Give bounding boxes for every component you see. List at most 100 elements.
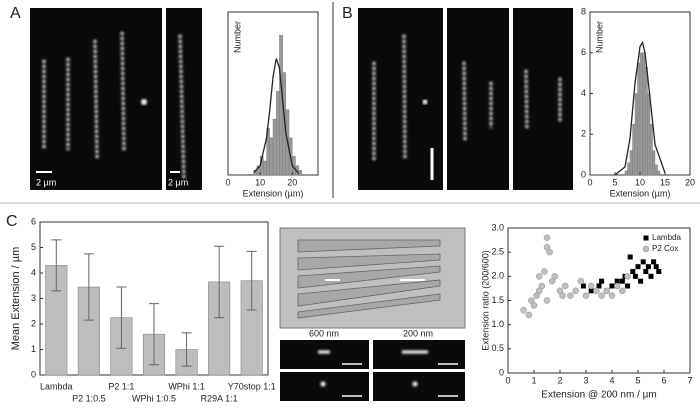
point bbox=[640, 259, 646, 265]
point bbox=[588, 288, 594, 294]
y-tick-label: 8 bbox=[581, 6, 586, 16]
histogram-bar bbox=[298, 170, 303, 176]
histogram-bar bbox=[263, 160, 267, 176]
histogram-bar bbox=[654, 164, 658, 176]
x-tick-label: P2 1:1 bbox=[108, 381, 134, 391]
point bbox=[635, 264, 641, 270]
device-diagram: 600 nm 200 nm bbox=[279, 227, 466, 401]
x-tick-label: WPhi 1:0.5 bbox=[132, 393, 176, 403]
y-tick-label: 1.0 bbox=[491, 319, 504, 329]
histogram-bar bbox=[279, 35, 283, 176]
legend-label: Lambda bbox=[652, 233, 681, 242]
point bbox=[603, 287, 611, 295]
point bbox=[638, 278, 644, 284]
point bbox=[582, 292, 590, 299]
y-tick-label: 2 bbox=[581, 129, 586, 139]
point bbox=[630, 269, 636, 274]
point bbox=[572, 287, 579, 295]
histogram-bar bbox=[644, 66, 648, 176]
x-tick-label: 5 bbox=[612, 177, 617, 187]
y-tick-label: 2.0 bbox=[491, 271, 504, 281]
x-axis-label: Extension @ 200 nm / µm bbox=[541, 390, 656, 401]
x-tick-label: R29A 1:1 bbox=[201, 393, 238, 403]
histogram-bar bbox=[629, 150, 633, 176]
panel-label: A bbox=[10, 5, 21, 22]
y-tick-label: 3 bbox=[31, 293, 36, 303]
x-tick-label: 10 bbox=[255, 177, 265, 187]
histogram-bar bbox=[637, 62, 641, 176]
histogram-bar bbox=[627, 162, 631, 176]
histogram-bar bbox=[642, 52, 646, 176]
point bbox=[643, 269, 649, 274]
histogram-bar bbox=[639, 52, 643, 176]
y-axis-label: Mean Extension / µm bbox=[10, 247, 22, 351]
x-tick-label: 4 bbox=[609, 375, 614, 385]
histogram-bar bbox=[657, 170, 661, 176]
panel-label: B bbox=[342, 5, 353, 22]
histogram-bar bbox=[632, 123, 636, 176]
error-bar bbox=[149, 303, 159, 366]
x-tick-label: 20 bbox=[287, 177, 297, 187]
x-tick-label: 6 bbox=[661, 375, 666, 385]
x-tick-label: 0 bbox=[505, 375, 510, 385]
y-tick-label: 2 bbox=[31, 318, 36, 328]
histogram-bar bbox=[634, 93, 638, 176]
x-tick-label: 5 bbox=[635, 375, 640, 385]
histogram-bar bbox=[276, 90, 280, 176]
error-bar bbox=[214, 245, 225, 319]
x-tick-label: 2 bbox=[557, 375, 562, 385]
point bbox=[651, 259, 657, 265]
error-bar bbox=[83, 253, 94, 321]
channel-label: 200 nm bbox=[403, 328, 433, 338]
y-tick-label: 0.5 bbox=[491, 343, 504, 353]
histogram-bar bbox=[647, 93, 651, 176]
y-tick-label: 2.5 bbox=[491, 247, 504, 257]
fit-curve bbox=[253, 58, 300, 175]
y-tick-label: 0 bbox=[31, 369, 36, 379]
x-tick-label: 10 bbox=[635, 177, 645, 187]
legend-label: P2 Cox bbox=[652, 244, 678, 253]
x-tick-label: Y70stop 1:1 bbox=[228, 381, 276, 391]
x-tick-label: 1 bbox=[531, 375, 536, 385]
point bbox=[599, 278, 605, 284]
point bbox=[645, 264, 651, 270]
y-axis-label: Number bbox=[232, 21, 242, 53]
histogram-bar bbox=[649, 123, 653, 176]
y-axis-label: Extension ratio (200/600) bbox=[480, 250, 490, 351]
micrograph bbox=[358, 8, 573, 190]
micrograph: 2 µm 2 µm bbox=[30, 8, 202, 190]
scale-label: 2 µm bbox=[36, 177, 56, 187]
scale-label: 2 µm bbox=[168, 177, 188, 187]
point bbox=[551, 273, 559, 280]
point bbox=[624, 273, 631, 280]
point bbox=[567, 292, 574, 299]
x-tick-label: Lambda bbox=[40, 381, 73, 391]
x-tick-label: 3 bbox=[583, 375, 588, 385]
x-tick-label: P2 1:0.5 bbox=[72, 393, 106, 403]
point bbox=[608, 292, 616, 299]
y-tick-label: 3.0 bbox=[491, 222, 504, 232]
y-tick-label: 0 bbox=[581, 169, 586, 179]
point bbox=[587, 282, 595, 290]
point bbox=[593, 287, 600, 295]
legend-swatch bbox=[643, 235, 649, 241]
point bbox=[561, 282, 569, 290]
histogram-bar bbox=[652, 150, 656, 176]
point bbox=[613, 282, 621, 290]
point bbox=[609, 283, 615, 289]
x-tick-label: 7 bbox=[687, 375, 692, 385]
x-axis-label: Extension (µm) bbox=[610, 188, 671, 198]
point bbox=[525, 311, 533, 319]
fit-curve bbox=[614, 40, 666, 176]
y-tick-label: 5 bbox=[31, 242, 36, 252]
point bbox=[535, 273, 543, 280]
legend-swatch bbox=[642, 245, 650, 253]
point bbox=[543, 244, 551, 251]
point bbox=[596, 283, 602, 289]
histogram-bar bbox=[624, 170, 628, 176]
point bbox=[653, 264, 659, 270]
x-tick-label: 0 bbox=[587, 177, 592, 187]
y-tick-label: 6 bbox=[581, 47, 586, 57]
point bbox=[619, 278, 625, 284]
